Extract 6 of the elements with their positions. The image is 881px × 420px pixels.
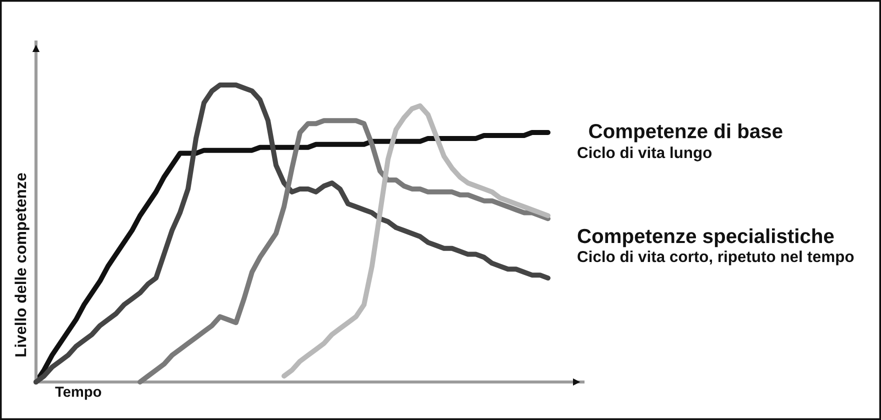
text: Competenze di base: [589, 123, 782, 142]
y-axis-title: Livello delle competenze: [14, 173, 30, 356]
x-axis-title: Tempo: [55, 386, 102, 400]
text: Ciclo di vita lungo: [578, 146, 712, 162]
text: Ciclo di vita corto, ripetuto nel tempo: [578, 250, 854, 266]
text: Competenze specialistiche: [578, 228, 834, 248]
